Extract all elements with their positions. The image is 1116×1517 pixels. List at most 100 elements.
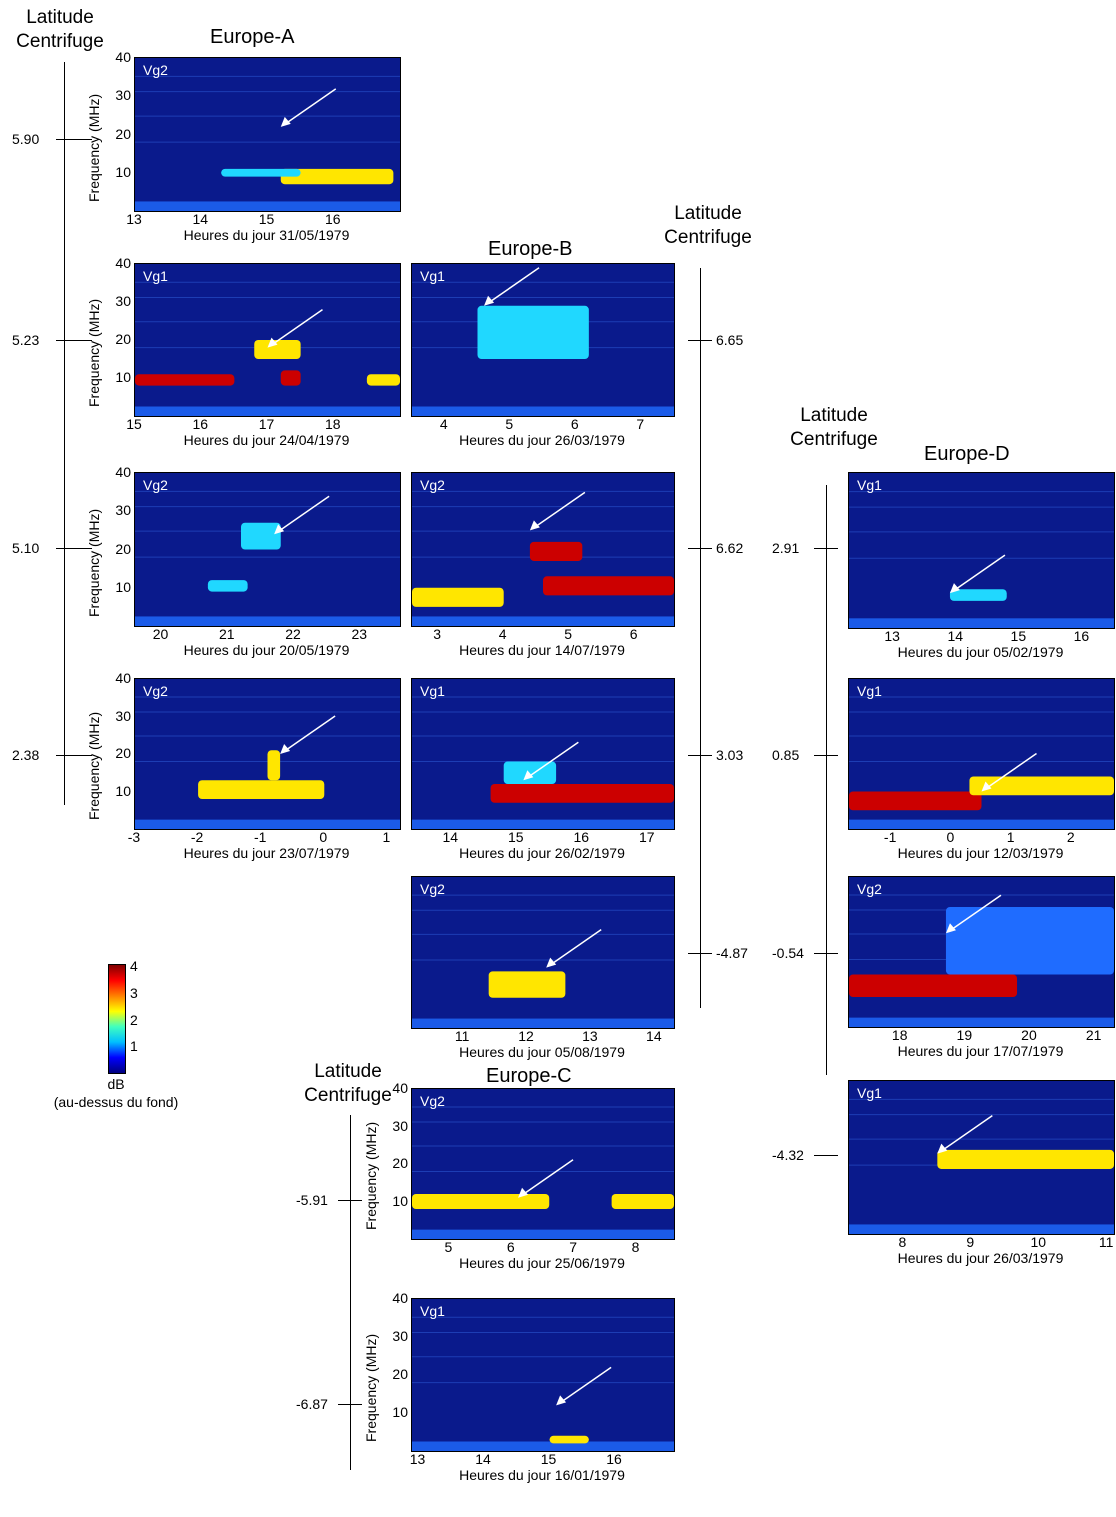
x-tick-label: 16 [606,1451,622,1467]
lat-header-c-line2: Centrifuge [304,1085,392,1106]
x-tick-label: 23 [351,626,368,642]
spectrogram-plot [135,264,400,416]
spectrogram-plot [135,679,400,829]
emission-band [611,1194,674,1209]
spectrogram-panel: Vg2 [411,876,675,1029]
y-axis-label: Frequency (MHz) [86,508,102,617]
spectrogram-panel: Vg1 [411,1298,675,1452]
x-tick-label: 15 [508,829,524,845]
annotation-arrow [551,928,602,965]
emission-band [198,780,325,799]
lat-axis-a [64,62,65,805]
x-tick-label: 6 [570,416,579,432]
x-tick-label: -1 [253,829,267,845]
x-tick-label: 15 [540,1451,557,1467]
noise-floor [849,819,1114,829]
spectrogram-panel: Vg1 [848,678,1115,830]
spectrogram-plot [849,877,1114,1027]
annotation-arrowhead [937,1143,948,1154]
noise-floor [135,819,400,829]
emission-band [490,784,674,803]
annotation-arrow [535,491,586,527]
y-tick-label: 40 [115,464,131,480]
annotation-arrowhead [981,781,992,792]
x-tick-label: 21 [218,626,235,642]
x-tick-label: 19 [956,1027,973,1043]
y-tick-label: 30 [392,1117,408,1134]
emission-band [221,168,301,177]
annotation-arrow [528,741,579,777]
lat-header-a: Latitude Centrifuge [2,6,118,54]
spectrogram-plot [412,1089,674,1239]
annotation-arrowhead [274,524,285,535]
x-tick-label: 15 [1010,628,1027,644]
plot-background [135,679,400,829]
spectrogram-panel: Vg1 [411,678,675,830]
vg-label: Vg1 [857,477,882,493]
x-tick-label: -2 [190,829,204,845]
emission-band [488,971,566,998]
lat-tick [688,340,712,341]
x-tick-label: 20 [1021,1027,1037,1043]
annotation-arrowhead [518,1187,529,1198]
lat-header-c-line1: Latitude [314,1061,382,1082]
x-axis-label: Heures du jour 16/01/1979 [459,1467,625,1483]
lat-tick [688,548,712,549]
noise-floor [412,406,674,416]
x-tick-label: 2 [1066,829,1075,845]
annotation-arrowhead [556,1395,567,1406]
x-tick-label: 7 [636,416,645,432]
x-tick-label: 18 [324,416,341,432]
plot-background [412,877,674,1028]
spectrogram-panel: Vg1 [411,263,675,417]
y-tick-label: 10 [392,1404,408,1420]
vg-label: Vg2 [143,477,168,493]
annotation-arrowhead [523,770,534,781]
x-tick-label: 3 [433,626,442,642]
lat-value: 3.03 [716,747,744,763]
lat-header-d-line2: Centrifuge [790,429,878,450]
lat-tick [814,1155,838,1156]
colorbar-tick: 1 [130,1038,138,1054]
spectrogram-panel: Vg2 [848,876,1115,1028]
annotation-arrow [951,894,1002,930]
y-tick-label: 10 [115,369,131,385]
x-tick-label: 0 [319,829,328,845]
annotation-arrowhead [267,337,278,348]
lat-axis-c [350,1115,351,1470]
x-axis-label: Heures du jour 20/05/1979 [183,642,350,658]
emission-band [529,541,583,561]
x-tick-label: 13 [126,211,142,227]
spectrogram-panel: Vg1 [848,1080,1115,1235]
lat-tick [688,755,712,756]
vg-label: Vg1 [857,1085,882,1101]
x-tick-label: 12 [518,1028,534,1044]
lat-tick [688,953,712,954]
x-tick-label: 6 [506,1239,515,1255]
noise-floor [849,618,1114,628]
plot-background [412,679,674,829]
x-axis-label: Heures du jour 24/04/1979 [183,432,350,448]
lat-value: -4.87 [716,945,748,961]
y-tick-label: 20 [392,1366,408,1382]
emission-band [412,587,504,607]
x-axis-label: Heures du jour 25/06/1979 [459,1255,625,1271]
y-tick-label: 40 [392,1080,408,1096]
annotation-arrowhead [280,116,291,127]
noise-floor [412,1018,674,1028]
annotation-arrow [942,1115,993,1151]
y-tick-label: 20 [392,1155,408,1171]
x-tick-label: 17 [639,829,655,845]
spectrogram-plot [412,679,674,829]
emission-band [969,776,1114,796]
x-tick-label: 14 [475,1451,491,1467]
x-axis-label: Heures du jour 14/07/1979 [459,642,625,658]
emission-band [280,370,301,386]
annotation-arrow [561,1366,612,1403]
annotation-arrow [286,88,337,124]
x-tick-label: 11 [1098,1234,1114,1250]
plot-background [412,1089,674,1239]
lat-tick [814,755,838,756]
lat-axis-d [826,485,827,1075]
emission-band [503,761,557,784]
